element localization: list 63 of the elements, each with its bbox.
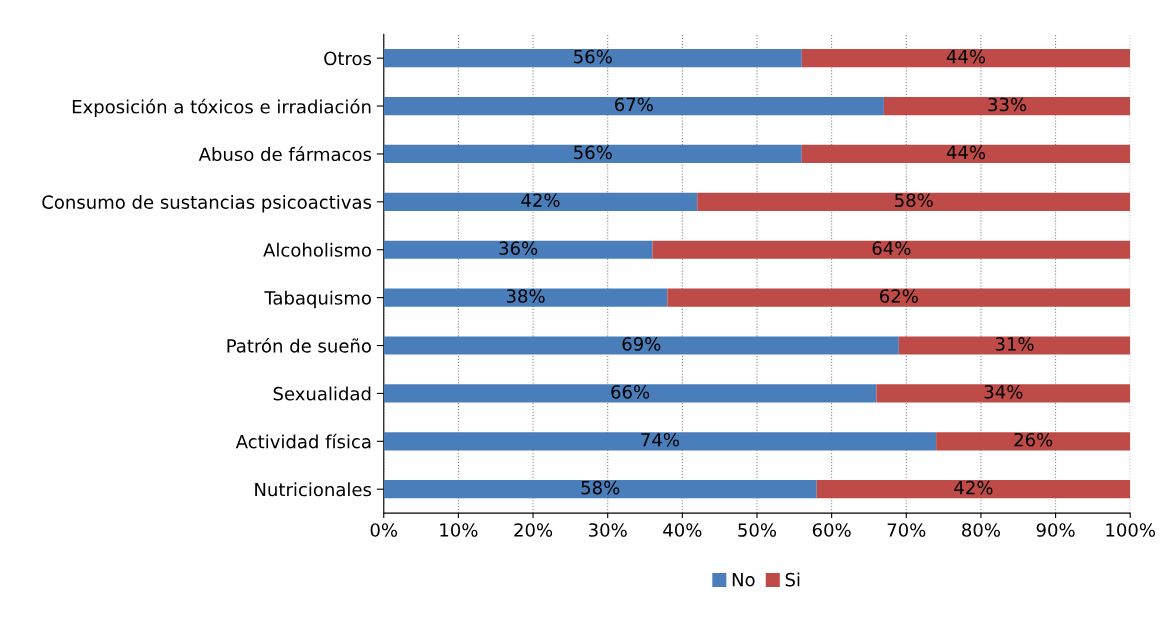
y-tick-label: Nutricionales bbox=[255, 482, 372, 497]
bar bbox=[652, 240, 1131, 259]
data-label: 44% bbox=[946, 49, 986, 64]
legend-label: Si bbox=[785, 572, 800, 587]
x-tick-label: 10% bbox=[440, 523, 478, 537]
bar bbox=[898, 336, 1131, 355]
y-tick-label: Alcoholismo bbox=[263, 242, 371, 257]
y-tick-label: Exposición a tóxicos e irradiación bbox=[72, 98, 371, 118]
data-label: 38% bbox=[506, 289, 545, 303]
y-tick-label: Sexualidad bbox=[273, 386, 371, 401]
x-tick-label: 0% bbox=[370, 523, 398, 537]
data-label: 62% bbox=[880, 289, 918, 303]
data-label: 66% bbox=[611, 385, 650, 399]
x-tick-label: 50% bbox=[738, 523, 777, 537]
x-tick-label: 100% bbox=[1106, 523, 1156, 537]
data-label: 44% bbox=[946, 145, 986, 160]
bar bbox=[876, 384, 1131, 403]
x-tick-label: 20% bbox=[514, 523, 553, 537]
data-label: 58% bbox=[895, 193, 933, 208]
data-label: 58% bbox=[581, 480, 620, 495]
y-tick-label: Tabaquismo bbox=[264, 290, 371, 309]
data-label: 74% bbox=[641, 432, 680, 447]
data-label: 33% bbox=[988, 97, 1027, 112]
data-label: 67% bbox=[615, 97, 653, 112]
data-label: 31% bbox=[995, 337, 1034, 351]
x-tick-label: 30% bbox=[589, 523, 627, 537]
x-tick-label: 90% bbox=[1036, 523, 1075, 537]
y-tick-label: Patrón de sueño bbox=[227, 337, 371, 353]
bar bbox=[801, 144, 1131, 164]
data-label: 69% bbox=[622, 337, 661, 351]
data-label: 26% bbox=[1014, 432, 1053, 447]
data-label: 64% bbox=[872, 241, 911, 255]
bar bbox=[697, 192, 1131, 211]
data-label: 36% bbox=[499, 241, 538, 255]
data-label: 56% bbox=[574, 49, 612, 64]
data-label: 34% bbox=[984, 385, 1023, 399]
bar bbox=[383, 432, 937, 451]
bar bbox=[383, 49, 802, 68]
legend-label: No bbox=[732, 573, 755, 587]
data-label: 42% bbox=[521, 193, 560, 208]
x-tick-label: 60% bbox=[812, 523, 851, 537]
bar bbox=[883, 96, 1131, 116]
y-tick-label: Abuso de fármacos bbox=[198, 146, 372, 162]
bar bbox=[383, 480, 817, 499]
bar bbox=[801, 49, 1131, 68]
y-tick-label: Actividad física bbox=[235, 433, 371, 449]
data-label: 56% bbox=[574, 145, 612, 160]
bar bbox=[383, 288, 668, 307]
bar bbox=[936, 432, 1131, 451]
bar bbox=[383, 192, 698, 211]
bar bbox=[383, 240, 653, 259]
bar bbox=[667, 288, 1131, 307]
bar bbox=[816, 480, 1131, 499]
bar bbox=[383, 144, 802, 164]
y-tick-label: Otros bbox=[324, 51, 372, 66]
x-tick-label: 80% bbox=[962, 523, 1000, 537]
bar bbox=[383, 96, 884, 116]
x-tick-label: 70% bbox=[887, 523, 926, 537]
x-tick-label: 40% bbox=[663, 523, 702, 537]
data-label: 42% bbox=[954, 480, 993, 495]
y-tick-label: Consumo de sustancias psicoactivas bbox=[42, 194, 372, 213]
bar bbox=[383, 336, 899, 355]
bar bbox=[383, 384, 877, 403]
